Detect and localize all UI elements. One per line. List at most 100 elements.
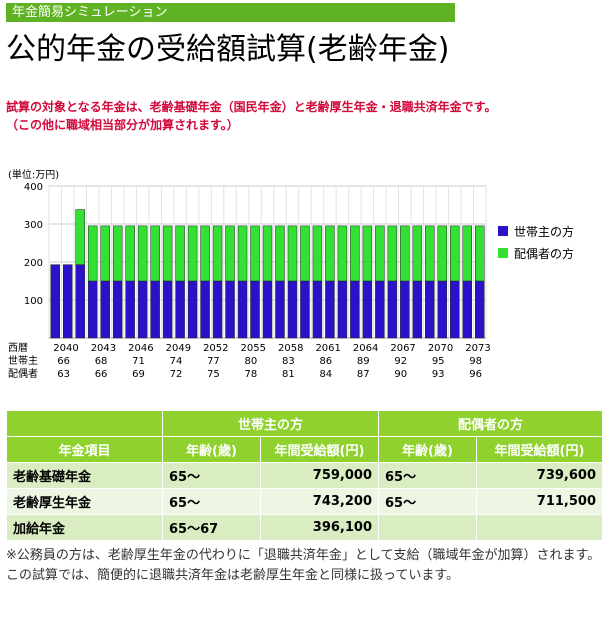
bar-head-2066 <box>375 280 385 339</box>
bar-spouse-2064 <box>350 225 360 282</box>
notice-text: 試算の対象となる年金は、老齢基礎年金（国民年金）と老齢厚生年金・退職共済年金です… <box>6 98 496 134</box>
bar-spouse-2046 <box>125 225 135 282</box>
year-label: 2061 <box>315 343 340 354</box>
bar-head-2061 <box>312 280 323 339</box>
bar-spouse-2071 <box>437 225 448 282</box>
spouse-age-label: 78 <box>245 369 258 380</box>
bar-spouse-2052 <box>200 225 210 282</box>
bar-head-2040 <box>50 264 60 339</box>
bar-spouse-2056 <box>250 225 260 282</box>
bar-head-2047 <box>137 280 148 339</box>
bar-spouse-2072 <box>450 225 460 282</box>
bar-head-2058 <box>275 280 285 339</box>
bar-spouse-2061 <box>312 225 323 282</box>
bar-head-2046 <box>125 280 135 339</box>
head-age: 65〜 <box>162 488 261 515</box>
row-label-year: 西暦 <box>8 342 28 354</box>
head-age-label: 71 <box>132 356 145 367</box>
bar-spouse-2060 <box>300 225 310 282</box>
row-item: 加給年金 <box>6 514 163 541</box>
bar-spouse-2067 <box>387 225 398 282</box>
head-age-label: 89 <box>357 356 370 367</box>
head-age: 65〜67 <box>162 514 261 541</box>
spouse-amount: 711,500 <box>476 488 603 515</box>
bar-head-2064 <box>350 280 360 339</box>
bar-head-2052 <box>200 280 210 339</box>
year-label: 2043 <box>91 343 116 354</box>
page-title: 公的年金の受給額試算(老齢年金) <box>6 32 450 67</box>
head-age-label: 95 <box>432 356 445 367</box>
section-label: 年金簡易シミュレーション <box>12 5 168 20</box>
bar-head-2068 <box>400 280 410 339</box>
bar-head-2055 <box>237 280 248 339</box>
bar-spouse-2065 <box>362 225 373 282</box>
bar-spouse-2073 <box>462 225 473 282</box>
head-age-label: 68 <box>95 356 108 367</box>
bar-head-2042 <box>75 264 85 339</box>
bar-spouse-2069 <box>412 225 423 282</box>
spouse-age-label: 63 <box>57 369 70 380</box>
legend-swatch <box>498 248 508 258</box>
spouse-age-label: 84 <box>319 369 332 380</box>
bar-spouse-2068 <box>400 225 410 282</box>
bar-spouse-2049 <box>162 225 173 282</box>
year-label: 2040 <box>53 343 78 354</box>
bar-spouse-2047 <box>137 225 148 282</box>
bar-head-2070 <box>425 280 435 339</box>
bar-head-2048 <box>150 280 160 339</box>
bar-head-2059 <box>287 280 298 339</box>
footnote: ※公務員の方は、老齢厚生年金の代わりに「退職共済年金」として支給（職域年金が加算… <box>6 548 601 583</box>
col-head-amount-header: 年間受給額(円) <box>260 436 379 463</box>
table-row: 老齢厚生年金 65〜 743,200 65〜 711,500 <box>6 488 603 515</box>
spouse-age <box>378 514 477 541</box>
head-age-label: 86 <box>319 356 332 367</box>
legend-label: 配偶者の方 <box>514 246 574 261</box>
head-age-label: 74 <box>170 356 183 367</box>
bar-head-2044 <box>100 280 110 339</box>
year-label: 2073 <box>465 343 490 354</box>
row-item: 老齢厚生年金 <box>6 488 163 515</box>
bar-spouse-2066 <box>375 225 385 282</box>
section-header: 年金簡易シミュレーション <box>6 3 455 22</box>
spouse-age-label: 81 <box>282 369 295 380</box>
bar-head-2063 <box>337 280 348 339</box>
head-amount: 396,100 <box>260 514 379 541</box>
bar-spouse-2059 <box>287 225 298 282</box>
spouse-age-label: 72 <box>170 369 183 380</box>
year-label: 2049 <box>166 343 191 354</box>
bar-spouse-2070 <box>425 225 435 282</box>
col-item-header: 年金項目 <box>6 436 163 463</box>
group-head-header: 世帯主の方 <box>162 410 379 437</box>
bar-spouse-2057 <box>262 225 273 282</box>
year-label: 2064 <box>353 343 378 354</box>
bar-spouse-2063 <box>337 225 348 282</box>
year-label: 2055 <box>241 343 266 354</box>
spouse-age-label: 93 <box>432 369 445 380</box>
bar-head-2072 <box>450 280 460 339</box>
col-spouse-age-header: 年齢(歳) <box>378 436 477 463</box>
y-tick-label: 100 <box>24 296 43 307</box>
bar-head-2053 <box>212 280 223 339</box>
bar-head-2056 <box>250 280 260 339</box>
spouse-age: 65〜 <box>378 488 477 515</box>
y-tick-label: 400 <box>24 182 43 193</box>
bar-head-2051 <box>187 280 198 339</box>
col-head-age-header: 年齢(歳) <box>162 436 261 463</box>
bar-spouse-2045 <box>112 225 123 282</box>
unit-label: (単位:万円) <box>8 168 59 181</box>
bar-spouse-2058 <box>275 225 285 282</box>
bar-spouse-2051 <box>187 225 198 282</box>
spouse-age-label: 96 <box>469 369 482 380</box>
spouse-age-label: 75 <box>207 369 220 380</box>
head-age-label: 80 <box>245 356 258 367</box>
bar-spouse-2055 <box>237 225 248 282</box>
spouse-amount <box>476 514 603 541</box>
bar-head-2062 <box>325 280 335 339</box>
bar-spouse-2043 <box>87 225 98 282</box>
spouse-amount: 739,600 <box>476 462 603 489</box>
bar-spouse-2062 <box>325 225 335 282</box>
bar-head-2043 <box>87 280 98 339</box>
head-age-label: 83 <box>282 356 295 367</box>
year-label: 2067 <box>390 343 415 354</box>
